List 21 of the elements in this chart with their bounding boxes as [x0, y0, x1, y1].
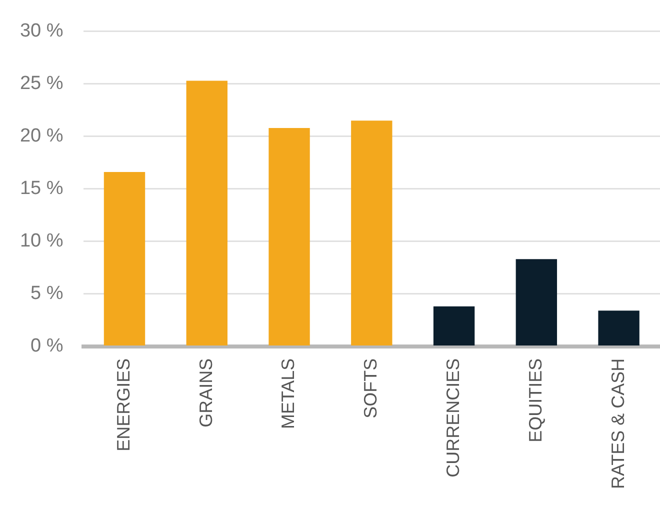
x-tick-label: RATES & CASH — [608, 358, 628, 490]
x-tick-label: EQUITIES — [525, 358, 546, 442]
x-tick-label: METALS — [278, 358, 298, 429]
bar — [598, 310, 640, 346]
y-tick-label: 0 % — [30, 336, 64, 357]
bar — [104, 172, 146, 346]
y-tick-label: 20 % — [20, 126, 64, 147]
y-tick-label: 10 % — [20, 230, 64, 252]
y-tick-label: 30 % — [20, 20, 64, 42]
bar — [516, 259, 558, 346]
y-tick-label: 15 % — [20, 178, 64, 200]
bar — [186, 80, 228, 346]
x-tick-label: CURRENCIES — [443, 358, 464, 478]
x-tick-label: ENERGIES — [113, 358, 134, 452]
x-tick-label: SOFTS — [360, 358, 381, 418]
bar — [351, 120, 392, 346]
bar — [268, 128, 310, 346]
y-tick-label: 5 % — [30, 283, 64, 304]
y-tick-label: 25 % — [20, 73, 64, 94]
x-tick-label: GRAINS — [196, 358, 216, 428]
bar — [433, 306, 475, 346]
